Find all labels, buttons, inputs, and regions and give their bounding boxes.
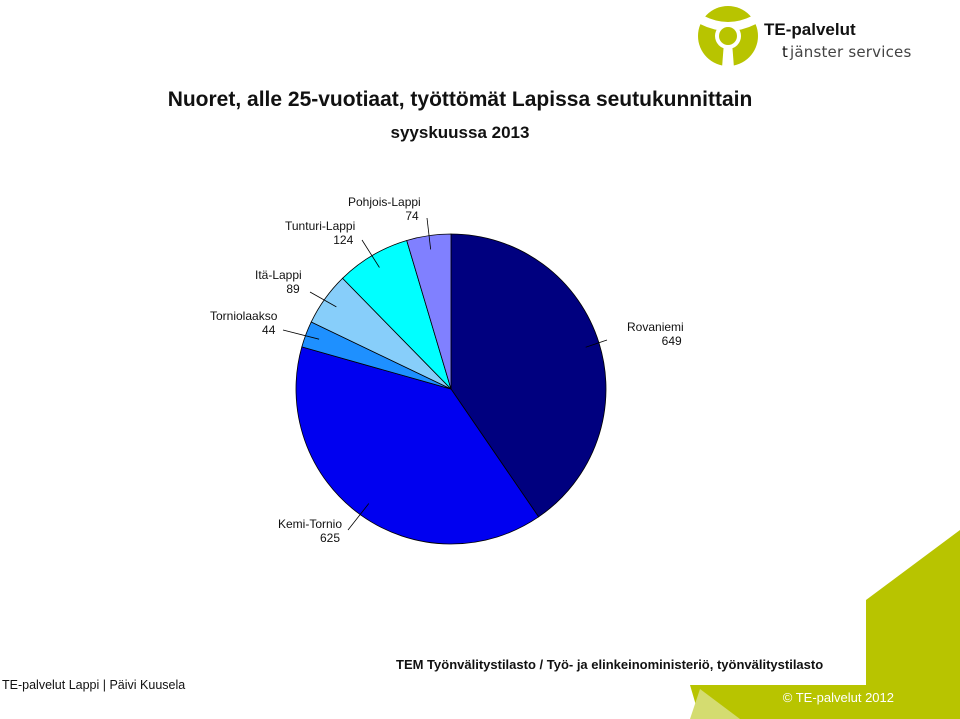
footer-author: TE-palvelut Lappi | Päivi Kuusela xyxy=(2,678,186,692)
slice-label-tunturi-lappi: Tunturi-Lappi xyxy=(285,219,355,233)
slice-label-kemi-tornio: Kemi-Tornio xyxy=(278,517,342,531)
logo-sub-text: jänster services xyxy=(790,43,912,61)
logo-mark-icon xyxy=(698,6,758,68)
logo-sub-t: t xyxy=(782,43,788,61)
leader-line-ita-lappi xyxy=(309,291,337,308)
leader-line-rovaniemi xyxy=(585,339,608,348)
corner-shape-large xyxy=(866,530,960,719)
slice-value-rovaniemi: 649 xyxy=(662,334,682,348)
slice-label-ita-lappi: Itä-Lappi xyxy=(255,268,302,282)
slice-value-kemi-tornio: 625 xyxy=(320,531,340,545)
slice-value-pohjois-lappi: 74 xyxy=(405,209,419,223)
slice-value-tunturi-lappi: 124 xyxy=(333,233,353,247)
pie-leader-lines xyxy=(282,217,608,531)
te-palvelut-logo: TE-palvelut t jänster services xyxy=(694,2,924,70)
leader-line-kemi-tornio xyxy=(347,503,370,531)
pie-slice-pohjois-lappi xyxy=(406,233,452,390)
source-note: TEM Työnvälitystilasto / Työ- ja elinkei… xyxy=(396,657,824,672)
slice-value-torniolaakso: 44 xyxy=(262,323,276,337)
chart-subtitle: syyskuussa 2013 xyxy=(390,123,530,142)
slice-label-rovaniemi: Rovaniemi xyxy=(627,320,684,334)
leader-line-tunturi-lappi xyxy=(361,239,380,268)
leader-line-torniolaakso xyxy=(282,329,320,340)
pie-slice-kemi-tornio xyxy=(295,346,540,545)
slice-label-pohjois-lappi: Pohjois-Lappi xyxy=(348,195,421,209)
pie-slices xyxy=(295,233,607,545)
slice-value-ita-lappi: 89 xyxy=(286,282,300,296)
corner-shape-band xyxy=(690,685,960,719)
slice-label-torniolaakso: Torniolaakso xyxy=(210,309,278,323)
copyright-text: © TE-palvelut 2012 xyxy=(782,690,894,705)
logo-brand-text: TE-palvelut xyxy=(764,20,856,39)
chart-title: Nuoret, alle 25-vuotiaat, työttömät Lapi… xyxy=(167,88,753,111)
leader-line-pohjois-lappi xyxy=(426,217,432,250)
corner-shape-light xyxy=(690,689,740,719)
